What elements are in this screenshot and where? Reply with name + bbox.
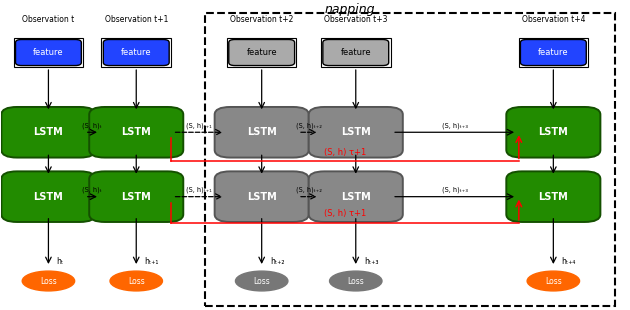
Text: hₜ: hₜ	[57, 257, 64, 266]
Text: Observation t+1: Observation t+1	[105, 15, 168, 24]
Bar	[205, 13, 615, 306]
Text: LSTM: LSTM	[122, 127, 151, 137]
FancyBboxPatch shape	[309, 171, 403, 222]
Text: feature: feature	[340, 48, 371, 57]
FancyBboxPatch shape	[215, 107, 309, 157]
Text: (S, h)ₜ₊₃: (S, h)ₜ₊₃	[442, 187, 467, 193]
Text: (S, h)ₜ₊₁: (S, h)ₜ₊₁	[186, 187, 212, 193]
FancyBboxPatch shape	[16, 39, 81, 65]
Text: LSTM: LSTM	[341, 127, 370, 137]
Text: Loss: Loss	[40, 277, 57, 286]
Text: LSTM: LSTM	[33, 127, 63, 137]
Text: LSTM: LSTM	[33, 192, 63, 202]
Text: (S, h)ₜ: (S, h)ₜ	[83, 122, 102, 129]
Bar	[227, 38, 297, 67]
FancyBboxPatch shape	[89, 171, 183, 222]
Text: feature: feature	[33, 48, 64, 57]
Text: hₜ₊₃: hₜ₊₃	[364, 257, 379, 266]
Text: Observation t: Observation t	[22, 15, 74, 24]
FancyBboxPatch shape	[309, 107, 403, 157]
Ellipse shape	[110, 271, 163, 291]
Text: Loss: Loss	[128, 277, 145, 286]
Text: LSTM: LSTM	[539, 127, 568, 137]
Bar	[101, 38, 171, 67]
Text: Observation t+3: Observation t+3	[324, 15, 387, 24]
Text: (S, h)ₜ₊₁: (S, h)ₜ₊₁	[186, 122, 212, 129]
Text: hₜ₊₂: hₜ₊₂	[270, 257, 284, 266]
FancyBboxPatch shape	[1, 107, 96, 157]
Text: feature: feature	[121, 48, 152, 57]
Ellipse shape	[22, 271, 74, 291]
Text: Observation t+2: Observation t+2	[230, 15, 294, 24]
FancyBboxPatch shape	[1, 171, 96, 222]
FancyBboxPatch shape	[89, 107, 183, 157]
Text: (S, h)ₜ₊₂: (S, h)ₜ₊₂	[295, 122, 322, 129]
Text: feature: feature	[538, 48, 569, 57]
Text: hₜ₊₄: hₜ₊₄	[561, 257, 576, 266]
Text: (S, h) τ+1: (S, h) τ+1	[324, 209, 366, 218]
Text: LSTM: LSTM	[539, 192, 568, 202]
Text: (S, h)ₜ₊₃: (S, h)ₜ₊₃	[442, 122, 467, 129]
Bar	[14, 38, 83, 67]
Text: napping: napping	[324, 3, 375, 16]
Text: hₜ₊₁: hₜ₊₁	[144, 257, 159, 266]
Text: LSTM: LSTM	[247, 127, 277, 137]
Text: (S, h)ₜ: (S, h)ₜ	[83, 187, 102, 193]
Text: Loss: Loss	[545, 277, 562, 286]
Text: LSTM: LSTM	[341, 192, 370, 202]
FancyBboxPatch shape	[103, 39, 169, 65]
Ellipse shape	[329, 271, 382, 291]
Text: Loss: Loss	[347, 277, 364, 286]
FancyBboxPatch shape	[507, 171, 600, 222]
Text: Observation t+4: Observation t+4	[522, 15, 585, 24]
Text: (S, h) τ+1: (S, h) τ+1	[324, 148, 366, 157]
FancyBboxPatch shape	[520, 39, 587, 65]
FancyBboxPatch shape	[323, 39, 389, 65]
Bar	[321, 38, 391, 67]
Text: LSTM: LSTM	[122, 192, 151, 202]
Text: Loss: Loss	[253, 277, 270, 286]
Text: feature: feature	[246, 48, 277, 57]
Text: LSTM: LSTM	[247, 192, 277, 202]
Ellipse shape	[236, 271, 288, 291]
Text: (S, h)ₜ₊₂: (S, h)ₜ₊₂	[295, 187, 322, 193]
FancyBboxPatch shape	[229, 39, 295, 65]
FancyBboxPatch shape	[507, 107, 600, 157]
FancyBboxPatch shape	[215, 171, 309, 222]
Ellipse shape	[527, 271, 580, 291]
Bar	[518, 38, 588, 67]
